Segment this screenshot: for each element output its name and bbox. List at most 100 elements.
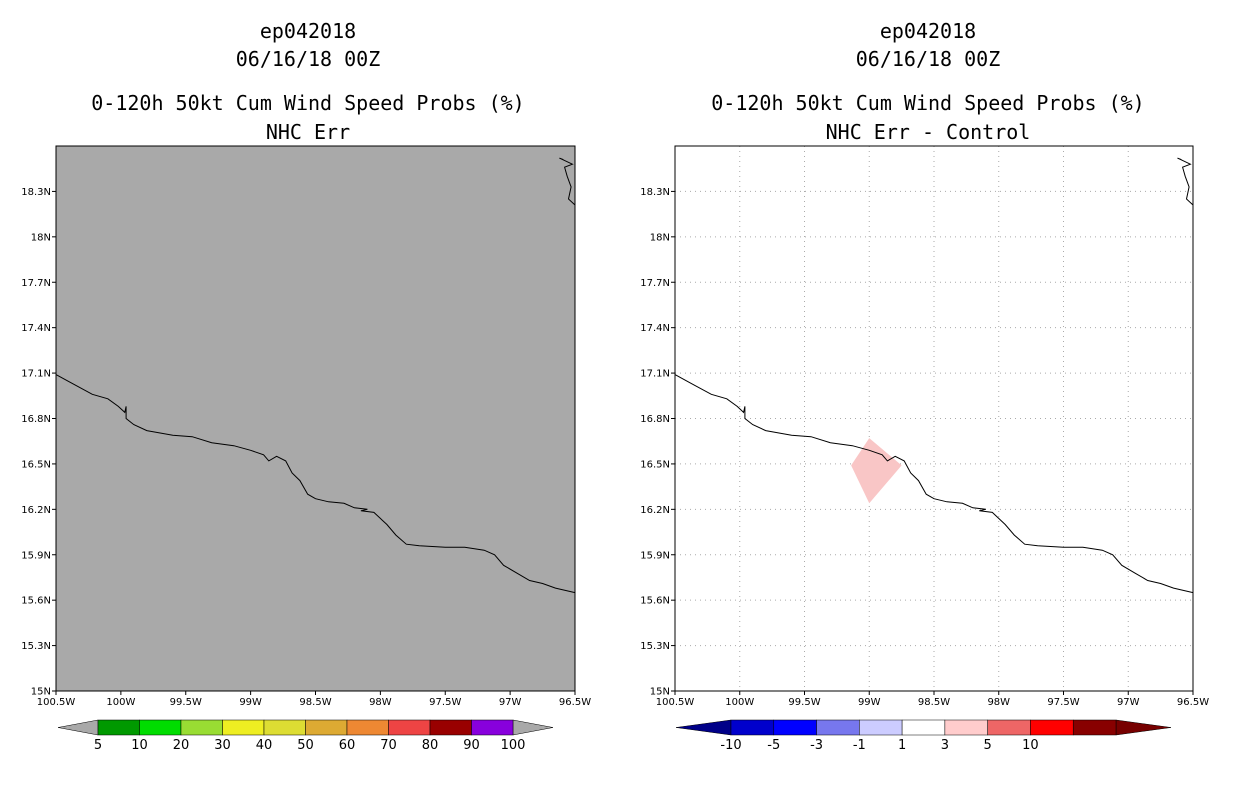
y-tick-label: 15.9N	[640, 550, 670, 561]
y-tick-label: 18N	[31, 232, 51, 243]
colorbar-swatch	[263, 719, 306, 736]
left-coastline	[55, 374, 576, 594]
x-tick-label: 98W	[369, 697, 392, 708]
colorbar-swatch	[730, 719, 775, 736]
y-tick-label: 16.2N	[640, 505, 670, 516]
y-tick-label: 15.6N	[640, 596, 670, 607]
anomaly-region	[851, 438, 902, 504]
colorbar-swatch	[388, 719, 431, 736]
left-title-storm: ep042018	[260, 19, 356, 43]
left-x-axis: 100.5W 100W 99.5W 99W 98.5W 98W 97.5W 97W 96.5W	[37, 691, 591, 708]
x-tick-label: 99W	[858, 697, 881, 708]
left-colorbar: 5 10 20 30 40 50 60 70 80 90 100	[57, 719, 554, 753]
x-tick-label: 100W	[106, 697, 135, 708]
y-tick-label: 17.7N	[640, 278, 670, 289]
colorbar-under-arrow	[57, 719, 99, 736]
colorbar-swatch	[346, 719, 389, 736]
colorbar-label: 50	[297, 738, 314, 753]
colorbar-label: 30	[214, 738, 231, 753]
right-title-config: NHC Err - Control	[826, 120, 1031, 144]
y-tick-label: 15.6N	[21, 596, 51, 607]
colorbar-swatch	[305, 719, 348, 736]
right-x-axis: 100.5W 100W 99.5W 99W 98.5W 98W 97.5W 97W 96.5W	[656, 691, 1209, 708]
colorbar-label: 20	[173, 738, 190, 753]
colorbar-swatch	[222, 719, 265, 736]
x-tick-label: 97.5W	[429, 697, 461, 708]
y-tick-label: 16.2N	[21, 505, 51, 516]
x-tick-label: 97W	[499, 697, 522, 708]
colorbar-label: 10	[131, 738, 148, 753]
right-title-date: 06/16/18 00Z	[856, 47, 1001, 71]
left-title-product: 0-120h 50kt Cum Wind Speed Probs (%)	[91, 91, 524, 115]
x-tick-label: 99.5W	[788, 697, 820, 708]
colorbar-label: 90	[463, 738, 480, 753]
colorbar-label: -3	[810, 738, 823, 753]
y-tick-label: 17.4N	[21, 323, 51, 334]
colorbar-label: 60	[339, 738, 356, 753]
colorbar-under-arrow	[675, 719, 732, 736]
colorbar-label: 1	[898, 738, 906, 753]
y-tick-label: 16.5N	[640, 459, 670, 470]
left-panel: ep042018 06/16/18 00Z 0-120h 50kt Cum Wi…	[21, 19, 591, 753]
x-tick-label: 97.5W	[1047, 697, 1079, 708]
colorbar-swatch	[97, 719, 140, 736]
colorbar-over-arrow	[512, 719, 554, 736]
y-tick-label: 15N	[31, 687, 51, 698]
right-panel: ep042018 06/16/18 00Z 0-120h 50kt Cum Wi…	[640, 19, 1209, 753]
colorbar-swatch	[944, 719, 988, 736]
y-tick-label: 18.3N	[21, 187, 51, 198]
colorbar-swatch	[139, 719, 182, 736]
x-tick-label: 100.5W	[656, 697, 695, 708]
x-tick-label: 100W	[725, 697, 754, 708]
colorbar-label: -10	[720, 738, 741, 753]
colorbar-swatch	[859, 719, 903, 736]
x-tick-label: 99.5W	[170, 697, 202, 708]
y-tick-label: 18N	[650, 232, 670, 243]
right-title-product: 0-120h 50kt Cum Wind Speed Probs (%)	[711, 91, 1144, 115]
right-colorbar: -10 -5 -3 -1 1 3 5 10	[675, 719, 1172, 753]
colorbar-swatch	[901, 719, 946, 736]
y-tick-label: 15.9N	[21, 550, 51, 561]
colorbar-swatch	[180, 719, 223, 736]
left-title-config: NHC Err	[266, 120, 350, 144]
colorbar-label: -1	[853, 738, 866, 753]
colorbar-swatch	[429, 719, 472, 736]
x-tick-label: 97W	[1117, 697, 1140, 708]
y-tick-label: 16.8N	[21, 414, 51, 425]
y-tick-label: 17.7N	[21, 278, 51, 289]
y-tick-label: 17.1N	[640, 369, 670, 380]
right-anomaly-layer	[851, 438, 902, 504]
y-tick-label: 16.8N	[640, 414, 670, 425]
colorbar-swatch	[773, 719, 817, 736]
colorbar-swatch	[1072, 719, 1117, 736]
x-tick-label: 96.5W	[1177, 697, 1209, 708]
right-coastline	[674, 374, 1194, 594]
colorbar-label: 40	[256, 738, 273, 753]
y-tick-label: 16.5N	[21, 459, 51, 470]
x-tick-label: 96.5W	[559, 697, 591, 708]
x-tick-label: 99W	[239, 697, 262, 708]
colorbar-label: -5	[767, 738, 780, 753]
colorbar-label: 80	[422, 738, 439, 753]
colorbar-label: 5	[94, 738, 102, 753]
right-grid	[675, 146, 1193, 691]
colorbar-label: 3	[941, 738, 949, 753]
left-y-axis: 15N 15.3N 15.6N 15.9N 16.2N 16.5N 16.8N 17.1N 17…	[21, 187, 56, 698]
y-tick-label: 15N	[650, 687, 670, 698]
y-tick-label: 17.4N	[640, 323, 670, 334]
colorbar-label: 10	[1022, 738, 1039, 753]
colorbar-label: 5	[984, 738, 992, 753]
y-tick-label: 17.1N	[21, 369, 51, 380]
x-tick-label: 98.5W	[299, 697, 331, 708]
colorbar-swatch	[987, 719, 1031, 736]
left-title-date: 06/16/18 00Z	[236, 47, 381, 71]
colorbar-label: 100	[501, 738, 526, 753]
colorbar-over-arrow	[1115, 719, 1172, 736]
right-coastline-ne	[1177, 157, 1194, 206]
colorbar-swatch	[1030, 719, 1074, 736]
y-tick-label: 18.3N	[640, 187, 670, 198]
y-tick-label: 15.3N	[21, 641, 51, 652]
x-tick-label: 98W	[987, 697, 1010, 708]
colorbar-swatch	[816, 719, 860, 736]
